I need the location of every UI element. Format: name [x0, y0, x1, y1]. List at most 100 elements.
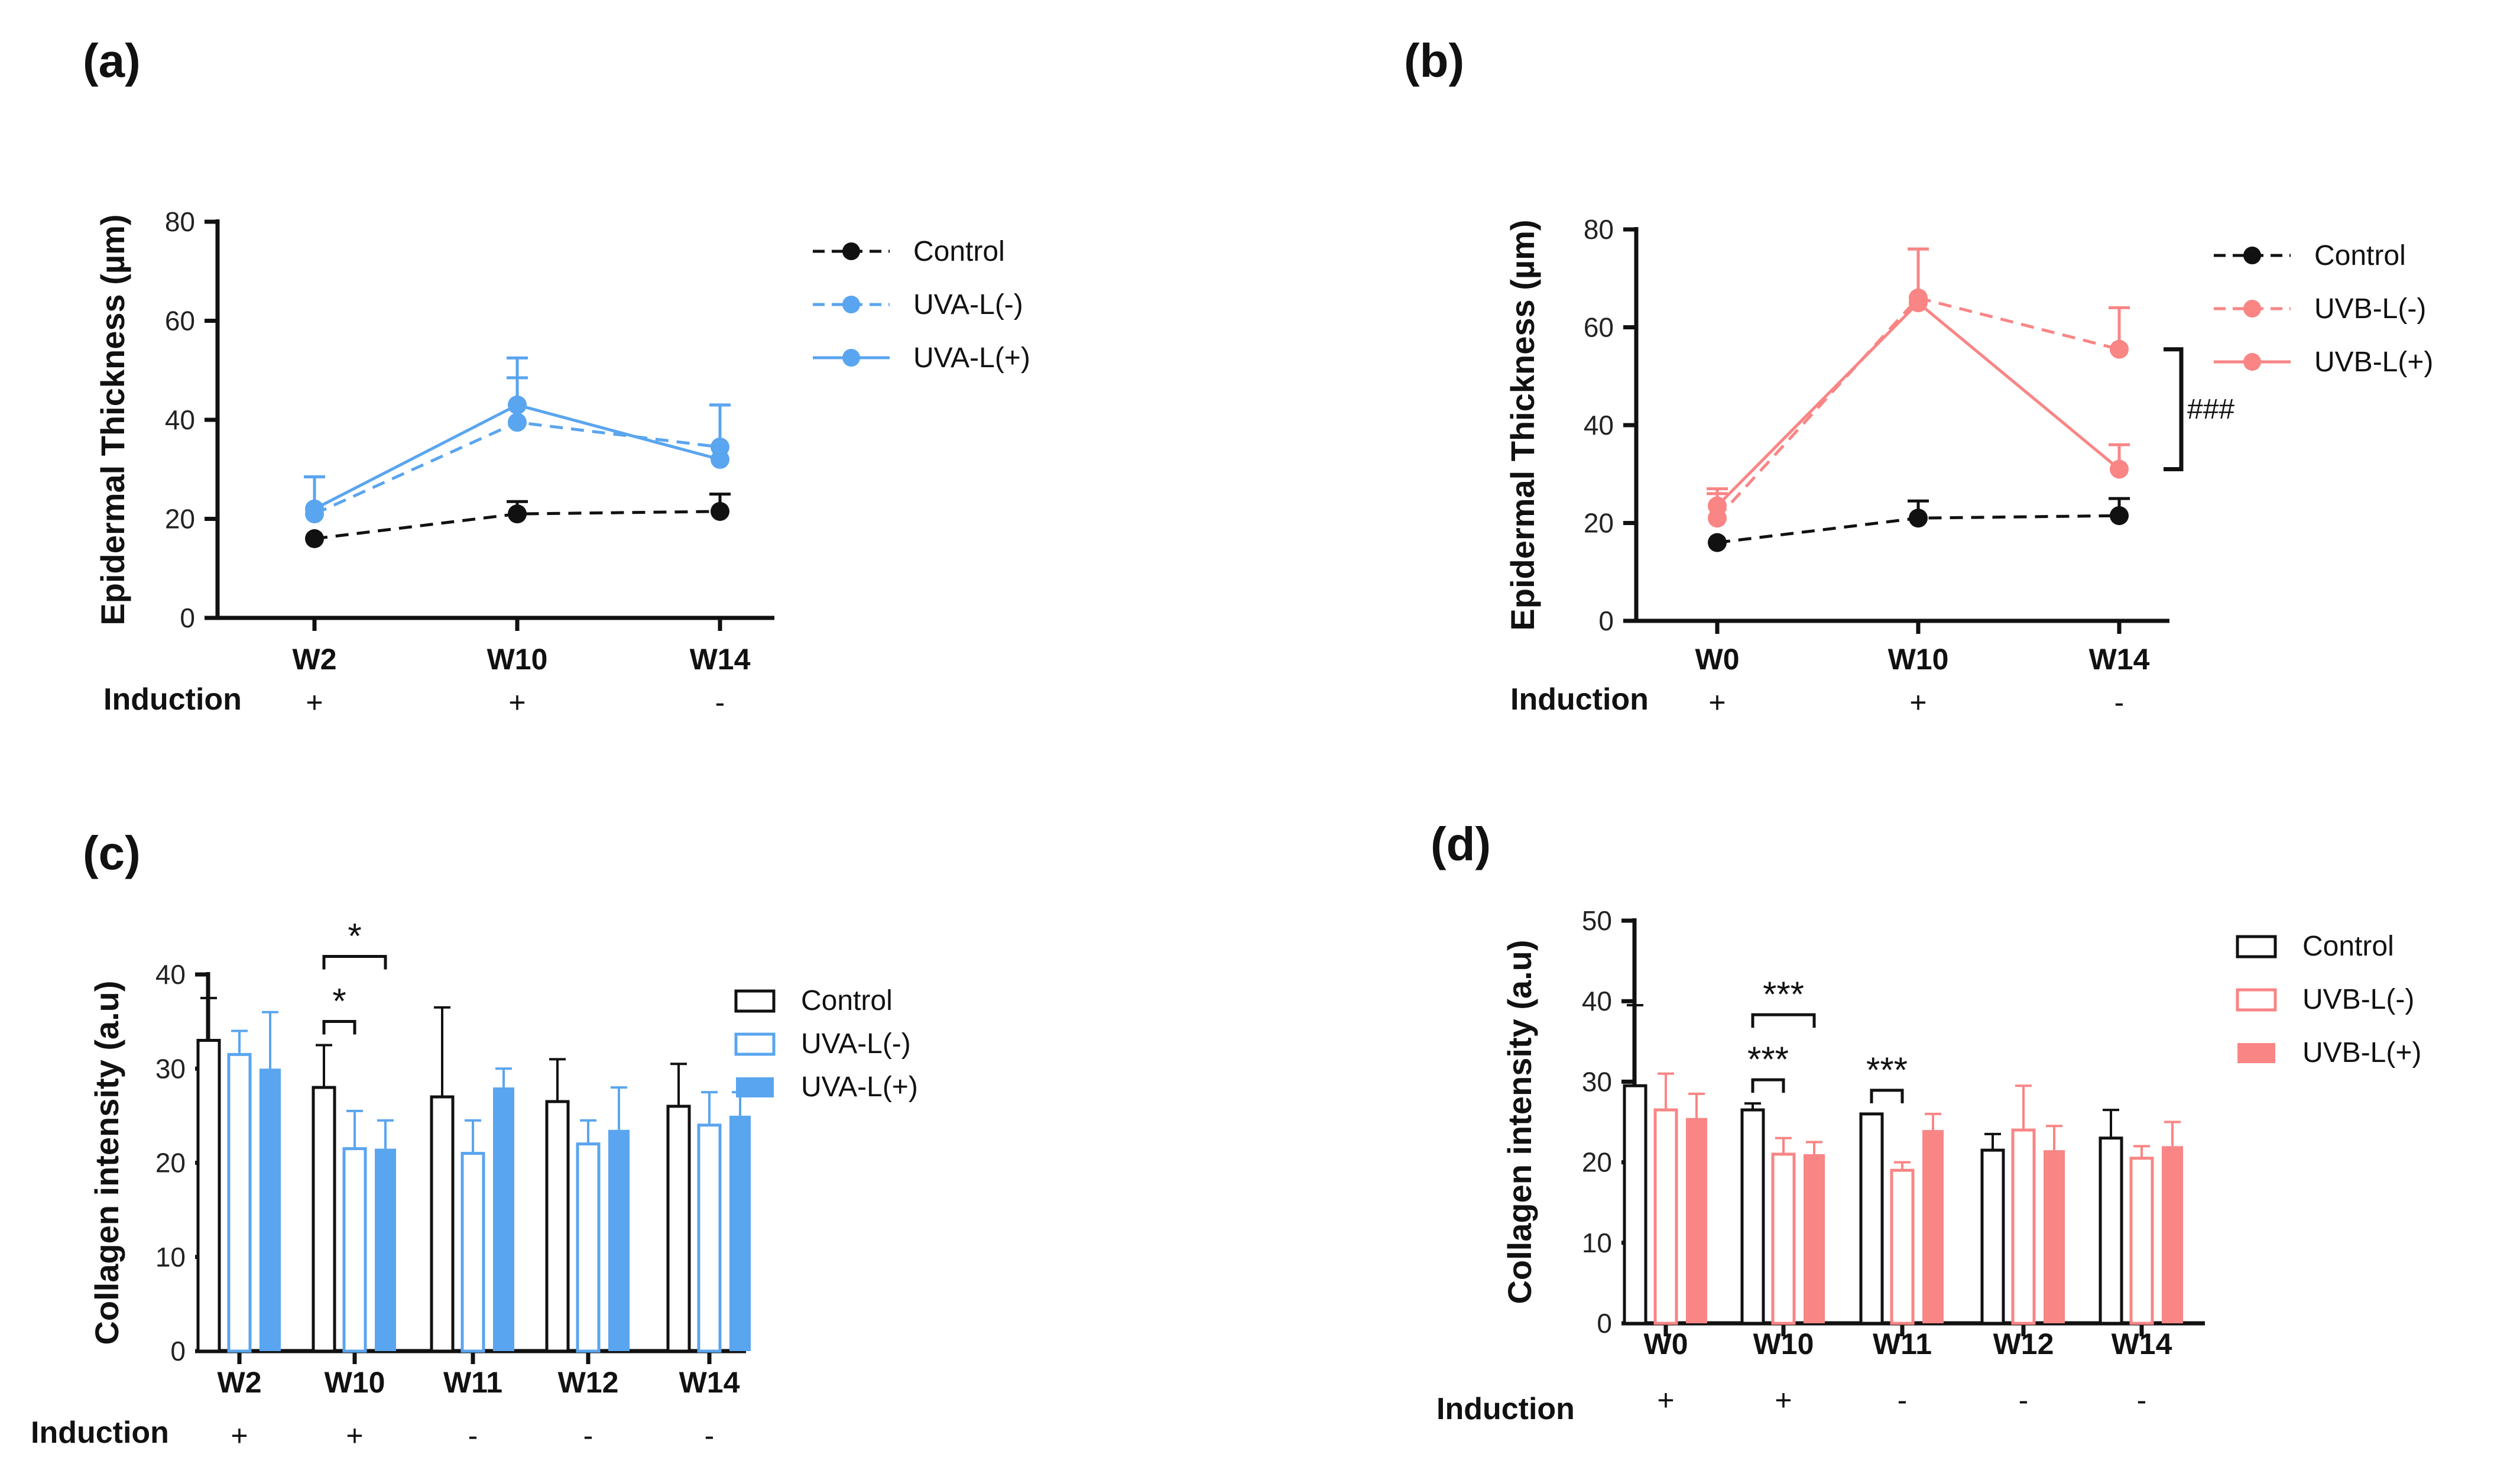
data-point: [2110, 459, 2129, 479]
bar: [2099, 1136, 2123, 1325]
y-tick-label: 0: [1598, 605, 1614, 636]
legend-swatch: [734, 1032, 776, 1056]
data-point: [711, 450, 729, 469]
bar: [312, 1086, 336, 1353]
bar: [1653, 1108, 1678, 1325]
induction-sign: -: [705, 1419, 715, 1452]
y-tick-label: 10: [155, 1242, 186, 1272]
y-tick-label: 40: [1584, 410, 1614, 441]
x-tick-label: W12: [558, 1366, 619, 1399]
induction-sign: +: [508, 686, 526, 719]
x-tick-label: W0: [1644, 1327, 1688, 1361]
chart-panel-d: (d) Collagen intensity (a.u) 0 10 20 30 40 50 W0…: [1431, 818, 2421, 1426]
chart-panel-c: (c) Collagen intensity (a.u) 0 10 20 30 40 W2 + W…: [31, 827, 918, 1452]
y-tick-label: 30: [155, 1053, 186, 1084]
y-tick-label: 20: [165, 504, 195, 535]
series-line: [1716, 300, 2120, 507]
bar: [1980, 1148, 2005, 1325]
induction-sign: -: [2114, 686, 2125, 719]
bar: [1740, 1108, 1765, 1325]
induction-sign: -: [715, 686, 725, 719]
y-tick-label: 0: [180, 603, 195, 633]
bracket-line: [1751, 1078, 1785, 1093]
significance-label: ###: [2187, 394, 2234, 425]
y-tick-label: 60: [1584, 312, 1614, 343]
bar: [375, 1148, 396, 1351]
induction-sign: +: [1775, 1384, 1792, 1417]
legend-marker: [2243, 247, 2261, 264]
bar: [493, 1087, 514, 1351]
bar: [430, 1095, 455, 1353]
series-control: Control: [1708, 240, 2406, 552]
significance-bracket: [2164, 347, 2184, 471]
legend-marker: [842, 349, 860, 367]
bar: [2044, 1150, 2065, 1323]
significance-label: *: [348, 916, 361, 956]
data-point: [1909, 509, 1928, 528]
y-tick-label: 10: [1582, 1228, 1612, 1258]
data-point: [508, 504, 527, 524]
series-uvb-l-: UVB-L(-): [1653, 984, 2414, 1325]
data-point: [2110, 339, 2129, 359]
y-tick-label: 40: [155, 959, 186, 990]
bracket-line: [322, 1019, 356, 1035]
data-point: [2110, 506, 2129, 526]
significance-bracket: ***: [1747, 1039, 1789, 1093]
legend-label: Control: [2314, 240, 2406, 271]
bar: [1771, 1152, 1796, 1325]
significance-bracket: *: [322, 916, 387, 970]
series-line: [1716, 296, 2120, 519]
legend-swatch: [2237, 1043, 2275, 1063]
legend-swatch: [734, 989, 776, 1013]
x-tick-label: W10: [487, 643, 548, 676]
bar: [1804, 1154, 1825, 1323]
x-tick-label: W11: [443, 1366, 502, 1399]
series-uva-l-: UVA-L(+): [304, 342, 1030, 519]
y-tick-label: 20: [1582, 1147, 1612, 1178]
data-point: [1708, 533, 1727, 552]
chart-panel-a: (a) Epidermal Thickness (µm) 0 20 40 60 80 W2 + W…: [83, 34, 1030, 719]
induction-sign: -: [2019, 1384, 2029, 1417]
significance-label: ***: [1763, 974, 1804, 1014]
induction-sign: -: [2137, 1384, 2147, 1417]
series-uva-l-: UVA-L(-): [304, 289, 1023, 524]
bar: [666, 1105, 691, 1353]
bar: [729, 1115, 751, 1351]
legend-swatch: [2236, 935, 2277, 958]
induction-sign: +: [1657, 1384, 1674, 1417]
legend-label: Control: [801, 985, 893, 1016]
induction-sign: +: [1708, 686, 1726, 719]
panel-label: (d): [1431, 818, 1491, 870]
bracket-line: [1751, 1013, 1816, 1028]
significance-label: ***: [1866, 1050, 1908, 1090]
y-axis-label: Collagen intensity (a.u): [1501, 940, 1538, 1304]
induction-sign: -: [583, 1419, 593, 1452]
series-uvb-l-: UVB-L(+): [1707, 247, 2433, 516]
x-tick-label: W14: [690, 643, 751, 676]
data-point: [1708, 496, 1727, 516]
legend-label: UVB-L(-): [2314, 293, 2426, 325]
series-control: Control: [1623, 931, 2394, 1325]
series-uva-l-: UVA-L(-): [227, 1028, 911, 1353]
bar: [545, 1100, 570, 1353]
bar: [260, 1068, 281, 1351]
legend-marker: [842, 242, 860, 260]
x-tick-label: W12: [1993, 1327, 2054, 1361]
x-tick-label: W14: [679, 1366, 740, 1399]
bar: [1922, 1130, 1944, 1323]
legend-label: Control: [913, 236, 1005, 267]
data-point: [711, 501, 729, 521]
bar: [196, 1038, 221, 1353]
bar: [2129, 1157, 2154, 1325]
data-point: [508, 413, 527, 432]
significance-bracket: ***: [1751, 974, 1816, 1028]
series-control: Control: [305, 236, 1005, 548]
bar: [576, 1142, 601, 1353]
legend-label: UVB-L(+): [2302, 1037, 2421, 1068]
y-tick-label: 80: [1584, 214, 1614, 245]
induction-row-label: Induction: [1436, 1392, 1575, 1426]
bracket-line: [1870, 1089, 1904, 1103]
bar: [608, 1129, 630, 1351]
series-control: Control: [196, 985, 893, 1353]
bar: [1859, 1112, 1884, 1325]
